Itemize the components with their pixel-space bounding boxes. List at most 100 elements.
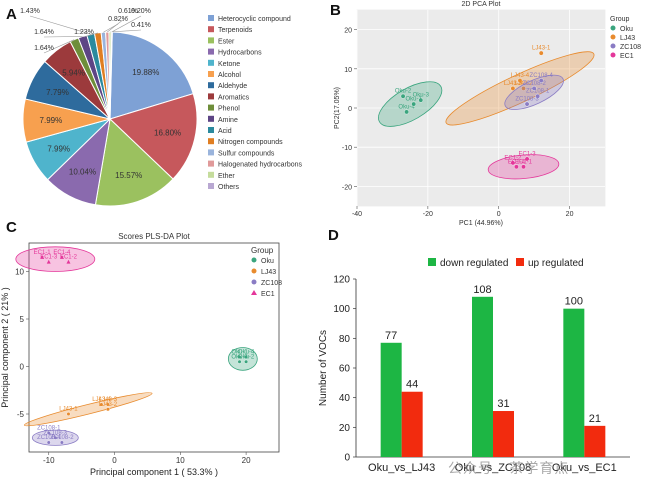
- bar-value-up-regulated-oku-vs-ec1: 21: [589, 413, 601, 425]
- pie-label-alcohol: 7.99%: [40, 116, 63, 125]
- pie-label-terpenoids: 16.80%: [154, 129, 181, 138]
- bar-y-tick-label: 100: [333, 304, 350, 315]
- pca-legend-label-ec1: EC1: [620, 53, 634, 60]
- plsda-legend-title: Group: [251, 246, 274, 255]
- bar-legend-swatch-down-regulated: [428, 258, 436, 266]
- pca-point-oku-1: [411, 101, 417, 107]
- plsda-x-tick-label: -10: [43, 456, 55, 465]
- pie-legend: Heterocyclic compound Terpenoids Ester Hydr…: [208, 15, 303, 191]
- plsda-point-label-zc108-2: ZC108-2: [50, 435, 74, 441]
- pca-x-tick-label: -40: [352, 211, 362, 218]
- pca-point-oku-3: [418, 97, 424, 103]
- pie-legend-swatch-ketone: [208, 59, 214, 66]
- pie-legend-label-aldehyde: Aldehyde: [218, 83, 247, 90]
- pie-legend-label-others: Others: [218, 184, 240, 191]
- pca-point-label-zc108-3: ZC108-3: [515, 97, 539, 103]
- pie-legend-label-acid: Acid: [218, 128, 232, 135]
- plsda-point-label-lj43-4: LJ43-4: [92, 397, 111, 403]
- bar-up-regulated-oku-vs-ec1: [584, 425, 606, 457]
- pca-point-oku-2: [400, 93, 406, 99]
- bar-value-up-regulated-oku-vs-zc108: 31: [497, 398, 509, 410]
- pie-label-aldehyde: 7.79%: [46, 88, 69, 97]
- plsda-legend-label-ec1: EC1: [261, 291, 275, 298]
- pie-legend-label-ether: Ether: [218, 173, 235, 180]
- pie-slice-ester: [94, 117, 174, 207]
- pie-legend-label-ester: Ester: [218, 38, 235, 45]
- plsda-legend-marker-oku: [251, 257, 257, 263]
- plsda-point-zc108-2: [59, 440, 64, 445]
- bar-y-tick-label: 40: [339, 393, 351, 404]
- plsda-point-oku-2: [244, 359, 249, 364]
- pie-label-aromatics: 5.94%: [62, 68, 85, 77]
- pie-legend-swatch-amine: [208, 115, 214, 122]
- plsda-point-label-oku-1: Oku-1: [231, 350, 248, 356]
- pie-legend-swatch-hydrocarbons: [208, 48, 214, 55]
- pca-legend-marker-oku: [610, 25, 616, 31]
- bar-legend-label-down-regulated: down regulated: [440, 258, 508, 269]
- pie-legend-swatch-ester: [208, 37, 214, 44]
- bar-y-tick-label: 0: [344, 453, 350, 464]
- plsda-plot-area: [28, 242, 280, 453]
- plsda-point-oku-1: [237, 355, 242, 360]
- plsda-point-label-ec1-1: EC1-1: [34, 250, 52, 256]
- bar-category-oku-vs-ec1: Oku_vs_EC1: [552, 462, 617, 474]
- pie-legend-label-terpenoids: Terpenoids: [218, 27, 253, 34]
- pca-x-tick-label: 20: [566, 211, 574, 218]
- bar-y-tick-label: 20: [339, 423, 351, 434]
- bar-legend-swatch-up-regulated: [516, 258, 524, 266]
- pca-ellipse-zc108: [504, 74, 564, 110]
- pca-legend-marker-ec1: [610, 52, 616, 58]
- pca-y-tick-label: 10: [344, 67, 352, 74]
- pie-legend-swatch-others: [208, 183, 214, 189]
- bar-down-regulated-oku-vs-lj43: [380, 342, 402, 457]
- plsda-point-lj43-3: [105, 402, 110, 407]
- pie-legend-label-aromatics: Aromatics: [218, 94, 250, 101]
- pca-y-axis-label: PC2(17.05%): [334, 87, 341, 129]
- plsda-point-ec1-4: [59, 255, 64, 259]
- pie-label-acid: 1.43%: [20, 8, 40, 15]
- pca-point-zc108-3: [524, 101, 530, 107]
- pie-legend-swatch-aromatics: [208, 93, 214, 100]
- pca-point-zc108-4: [538, 78, 544, 83]
- pca-point-label-lj43-1: LJ43-1: [532, 46, 551, 52]
- plsda-point-zc108-4: [46, 440, 51, 445]
- plsda-legend-label-oku: Oku: [261, 258, 274, 265]
- pca-legend-label-zc108: ZC108: [620, 44, 641, 51]
- bar-legend-label-up-regulated: up regulated: [528, 258, 584, 269]
- plsda-point-label-oku-4: Oku-4: [238, 350, 255, 356]
- pie-legend-swatch-alcohol: [208, 71, 214, 77]
- pie-legend-swatch-terpenoids: [208, 26, 214, 33]
- plsda-legend-marker-ec1: [251, 290, 257, 295]
- pca-point-zc108-1: [535, 93, 541, 99]
- pie-legend-swatch-ether: [208, 171, 214, 178]
- plsda-point-label-ec1-4: EC1-4: [53, 250, 71, 256]
- pie-legend-label-halogenated-hydrocarbons: Halogenated hydrocarbons: [218, 162, 303, 169]
- plsda-point-label-oku-3: Oku-3: [231, 354, 248, 360]
- pie-label-phenol: 1.64%: [34, 45, 54, 52]
- bar-value-down-regulated-oku-vs-lj43: 77: [385, 330, 397, 342]
- pca-point-lj43-3: [510, 86, 516, 91]
- pca-point-label-ec1-3: EC1-3: [519, 151, 537, 157]
- bar-up-regulated-oku-vs-zc108: [493, 411, 514, 457]
- pie-leader-acid: [29, 15, 91, 35]
- plsda-point-label-oku-2: Oku-2: [238, 354, 255, 360]
- pca-point-ec1-1: [521, 164, 526, 170]
- pie-leader-others: [111, 15, 142, 33]
- plsda-point-ec1-3: [46, 259, 51, 264]
- pie-legend-label-hydrocarbons: Hydrocarbons: [218, 50, 262, 57]
- plsda-y-tick-label: 10: [15, 268, 24, 277]
- plsda-chart: -10 0 10 20 -5 0 5 10 Scores PLS-DA Plot Principa…: [0, 232, 282, 477]
- plsda-point-label-lj43-2: LJ43-2: [99, 402, 118, 408]
- plsda-point-label-zc108-4: ZC108-4: [37, 435, 61, 441]
- bar-down-regulated-oku-vs-zc108: [472, 296, 493, 457]
- pca-legend-title: Group: [610, 16, 630, 23]
- pie-label-ether: 0.41%: [131, 22, 151, 29]
- pca-ellipse-oku: [378, 81, 443, 127]
- bar-y-tick-label: 120: [333, 275, 350, 286]
- plsda-point-zc108-3: [53, 435, 58, 440]
- pca-point-oku-4: [404, 109, 409, 115]
- pca-point-ec1-3: [524, 156, 530, 162]
- pca-point-lj43-1: [538, 50, 544, 56]
- plsda-y-tick-label: 0: [20, 363, 25, 372]
- pca-point-lj43-2: [521, 86, 526, 91]
